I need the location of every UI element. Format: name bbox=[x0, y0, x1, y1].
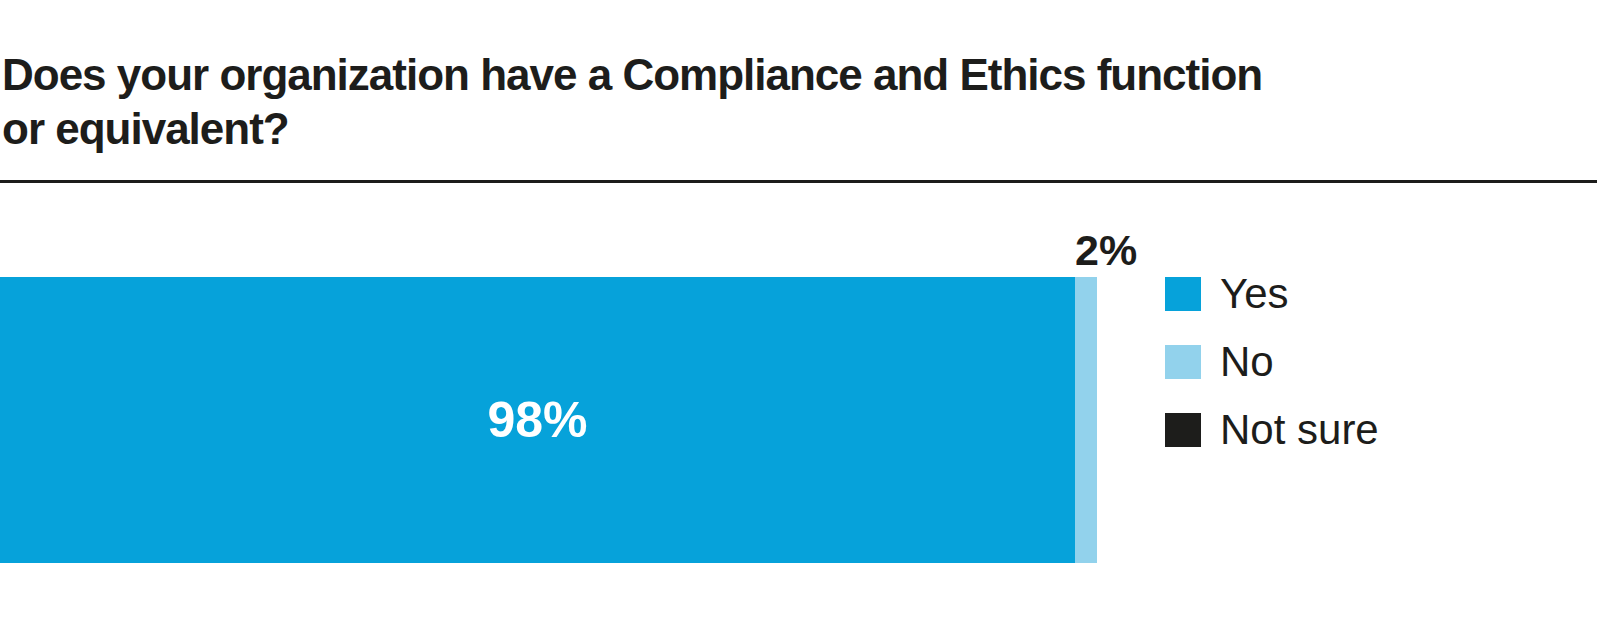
title-divider-rule bbox=[0, 180, 1597, 183]
chart-title-line1: Does your organization have a Compliance… bbox=[2, 48, 1262, 102]
chart-title-line2: or equivalent? bbox=[2, 102, 1262, 156]
chart-title: Does your organization have a Compliance… bbox=[2, 48, 1262, 156]
legend-label-no: No bbox=[1220, 338, 1274, 386]
legend-swatch-no-icon bbox=[1165, 345, 1201, 379]
bar-label-no: 2% bbox=[1075, 226, 1137, 275]
bar-label-yes: 98% bbox=[487, 391, 587, 449]
legend-swatch-yes-icon bbox=[1165, 277, 1201, 311]
legend: Yes No Not sure bbox=[1165, 277, 1379, 447]
legend-item-no: No bbox=[1165, 345, 1379, 379]
stacked-bar: 98% bbox=[0, 277, 1097, 563]
legend-item-yes: Yes bbox=[1165, 277, 1379, 311]
legend-label-yes: Yes bbox=[1220, 270, 1289, 318]
bar-segment-yes: 98% bbox=[0, 277, 1075, 563]
legend-item-not-sure: Not sure bbox=[1165, 413, 1379, 447]
legend-label-not-sure: Not sure bbox=[1220, 406, 1379, 454]
legend-swatch-not-sure-icon bbox=[1165, 413, 1201, 447]
bar-segment-no bbox=[1075, 277, 1097, 563]
